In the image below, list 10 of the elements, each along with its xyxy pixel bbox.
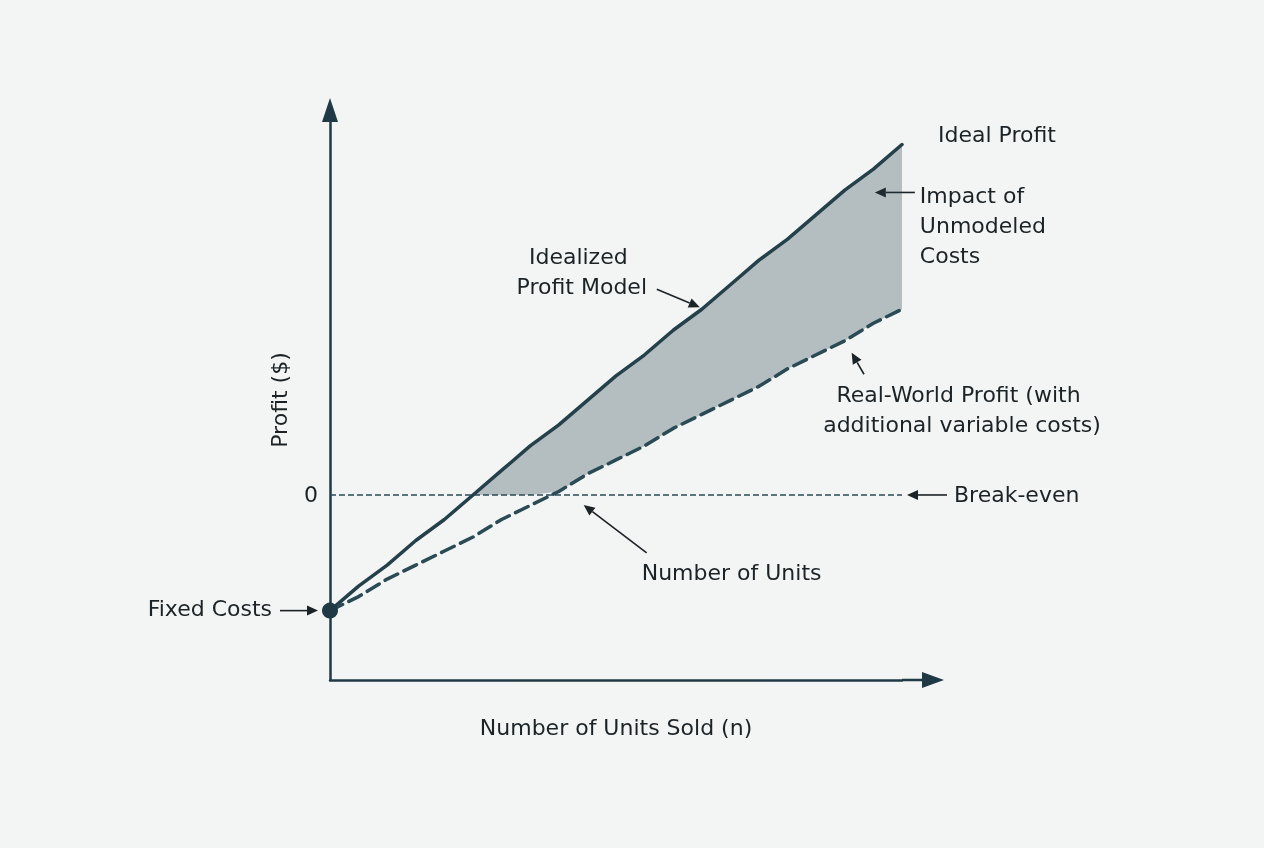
text: Fixed Costs: [147, 596, 272, 622]
y-axis-title: Profit ($): [266, 352, 292, 448]
annotation: Idealized Profit Model: [516, 243, 648, 299]
annotation: Number of Units: [641, 560, 822, 586]
text: Impact of Unmodeled Costs: [919, 182, 1053, 268]
text: 0: [304, 482, 318, 508]
series-label: Ideal Profit: [938, 122, 1057, 148]
x-axis-title: Number of Units Sold (n): [479, 714, 753, 740]
series-label: Real-World Profit (with additional variable costs): [823, 381, 1101, 437]
ref-line-label: Break-even: [954, 482, 1080, 508]
